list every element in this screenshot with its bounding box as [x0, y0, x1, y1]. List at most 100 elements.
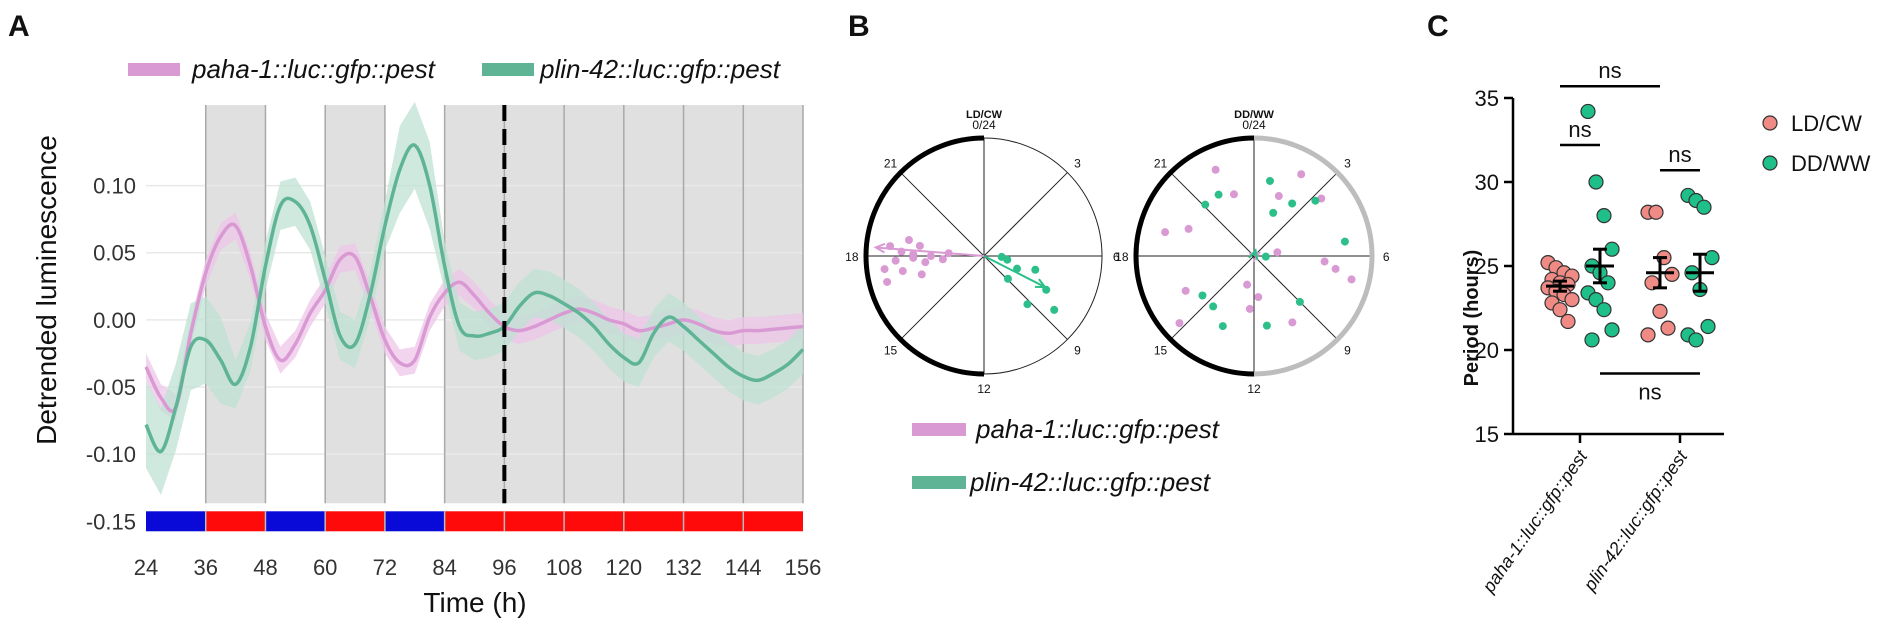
x-tick-2: 48: [253, 555, 277, 580]
light-bar-segment-4: [384, 511, 445, 532]
hour-label-2: 6: [1383, 250, 1390, 264]
mean-sem-bars: [1546, 247, 1714, 293]
polar-title-dd-ww: DD/WW: [1234, 109, 1274, 121]
mean-vector-head: [1034, 278, 1048, 289]
period-point: [1640, 327, 1656, 343]
legend: paha-1::luc::gfp::pest plin-42::luc::gfp…: [128, 54, 782, 84]
legend-label-dd-ww: DD/WW: [1791, 151, 1871, 176]
y-axis-title: Period (hours): [1461, 250, 1483, 387]
y-tick-1: 20: [1475, 338, 1499, 363]
mean-vector-plin-42: [983, 255, 1046, 288]
period-point: [1688, 332, 1704, 348]
legend-label-plin-42: plin-42::luc::gfp::pest: [969, 467, 1212, 497]
legend-label-ld-cw: LD/CW: [1791, 111, 1862, 136]
phase-point-paha-1: [883, 277, 892, 286]
panel-b-legend: paha-1::luc::gfp::pest plin-42::luc::gfp…: [912, 414, 1221, 497]
y-tick-3: 0.00: [93, 308, 136, 333]
night-arc: [1133, 135, 1255, 377]
period-point: [1696, 199, 1712, 215]
significance-brackets: ns ns ns ns: [1560, 58, 1700, 405]
polar-plot-dd-ww: DD/WW 0/24 3 6 9 12 15 18 21: [1115, 109, 1390, 396]
phase-point-plin-42: [1214, 190, 1223, 199]
period-point: [1584, 332, 1600, 348]
phase-point-paha-1: [1254, 293, 1263, 302]
phase-point-plin-42: [1209, 302, 1218, 311]
phase-point-paha-1: [1331, 264, 1340, 273]
hour-label-5: 15: [884, 343, 898, 357]
hour-label-6: 18: [845, 250, 859, 264]
phase-point-plin-42: [1050, 305, 1059, 314]
x-tick-7: 108: [546, 555, 583, 580]
period-point: [1604, 322, 1620, 338]
light-bar-segment-0: [146, 511, 206, 532]
period-point: [1652, 303, 1668, 319]
sig-label-2: ns: [1668, 142, 1691, 167]
phase-point-paha-1: [1274, 192, 1283, 201]
phase-point-plin-42: [1013, 264, 1022, 273]
period-point: [1596, 302, 1612, 318]
sig-label-0: ns: [1568, 117, 1591, 142]
period-point: [1704, 250, 1720, 266]
light-bar-segment-1: [205, 511, 266, 532]
panel-c-label: C: [1427, 10, 1449, 43]
panel-b-polar-plots: LD/CW 0/24 3 6 9 12 15 18 21 DD/WW 0/24 3 6 9 12 15 1…: [845, 109, 1390, 497]
y-tick-labels: 15 20 25 30 35: [1475, 86, 1499, 447]
period-point: [1660, 320, 1676, 336]
period-point: [1560, 313, 1576, 330]
phase-point-paha-1: [1288, 318, 1297, 327]
line-plin-42: [144, 143, 805, 454]
x-tick-0: 24: [134, 555, 158, 580]
phase-point-paha-1: [926, 252, 935, 260]
y-tick-4: 35: [1475, 86, 1499, 111]
phase-point-paha-1: [1229, 190, 1238, 199]
phase-point-paha-1: [1181, 286, 1190, 295]
y-tick-2: 25: [1475, 254, 1499, 279]
x-tick-3: 60: [313, 555, 337, 580]
legend-swatch-plin-42: [482, 63, 534, 76]
sig-label-1: ns: [1598, 58, 1621, 83]
period-point: [1604, 241, 1620, 257]
period-point: [1588, 174, 1604, 190]
mean-vector-head: [1248, 248, 1259, 261]
phase-point-plin-42: [1201, 200, 1210, 209]
phase-point-paha-1: [917, 270, 926, 279]
phase-point-paha-1: [915, 241, 924, 250]
phase-point-plin-42: [1311, 196, 1320, 205]
day-arc: [1253, 135, 1375, 377]
phase-point-paha-1: [904, 236, 913, 245]
mean-vector-paha-1: [875, 246, 985, 257]
axes: [1504, 96, 1724, 443]
phase-point-paha-1: [1273, 248, 1282, 257]
x-tick-4: 72: [373, 555, 397, 580]
period-point: [1564, 292, 1580, 308]
panel-c-period-scatter: 15 20 25 30 35 Period (hours) ns ns ns ns paha-…: [1461, 58, 1871, 597]
phase-point-plin-42: [1023, 300, 1032, 309]
x-tick-10: 144: [725, 555, 762, 580]
phase-point-paha-1: [891, 256, 900, 265]
legend: LD/CW DD/WW: [1762, 111, 1871, 176]
hour-label-1: 3: [1344, 157, 1351, 171]
band-plin-42: [146, 101, 803, 495]
hour-label-0: 0/24: [972, 118, 996, 132]
x-tick-11: 156: [785, 555, 822, 580]
period-point: [1664, 266, 1680, 282]
phase-point-plin-42: [1198, 291, 1207, 300]
phase-point-paha-1: [1347, 275, 1356, 284]
phase-point-paha-1: [1245, 304, 1254, 313]
category-label-0: paha-1::luc::gfp::pest: [1478, 446, 1592, 597]
category-labels: paha-1::luc::gfp::pestplin-42::luc::gfp:…: [1478, 446, 1692, 597]
hour-label-5: 15: [1154, 343, 1168, 357]
hour-label-3: 9: [1074, 343, 1081, 357]
series-lines: [144, 143, 805, 454]
period-point: [1552, 302, 1568, 318]
y-tick-2: -0.05: [86, 375, 136, 400]
legend-label-plin-42: plin-42::luc::gfp::pest: [539, 54, 782, 84]
light-condition-bar: [146, 511, 803, 532]
phase-point-plin-42: [1218, 322, 1227, 331]
polar-title-ld-cw: LD/CW: [966, 109, 1003, 121]
phase-point-paha-1: [880, 265, 889, 274]
hour-label-2: 6: [1113, 250, 1120, 264]
y-tick-labels: -0.15 -0.10 -0.05 0.00 0.05 0.10: [86, 174, 136, 535]
x-tick-8: 120: [605, 555, 642, 580]
